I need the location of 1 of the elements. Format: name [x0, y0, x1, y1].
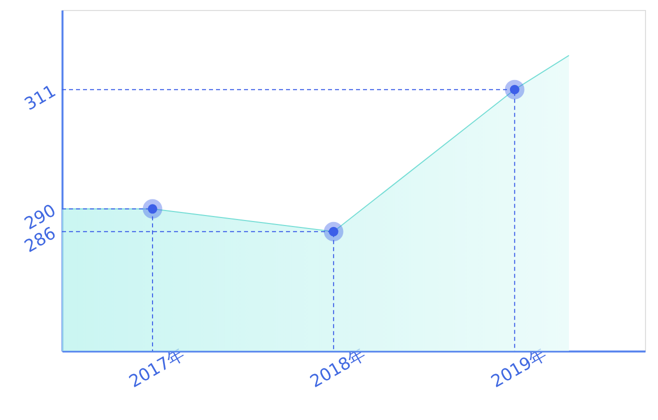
- y-tick-label: 311: [21, 81, 60, 115]
